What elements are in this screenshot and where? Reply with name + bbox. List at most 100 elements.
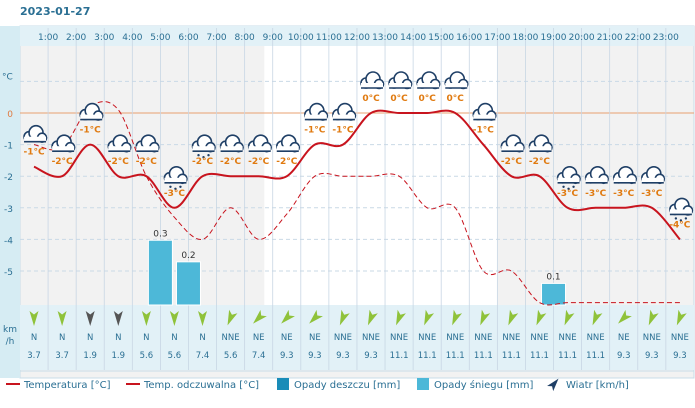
cloud-icon — [107, 134, 132, 153]
forecast-date: 2023-01-27 — [20, 5, 91, 18]
hour-label: 21:00 — [597, 33, 623, 43]
wind-direction: N — [59, 333, 65, 343]
wind-arrow-icon — [592, 309, 603, 326]
cloud-icon — [219, 134, 244, 153]
legend-snow-swatch — [417, 378, 429, 390]
wind-arrow-icon — [29, 311, 39, 326]
wind-direction: NNE — [643, 333, 661, 343]
wind-arrow-icon — [281, 309, 295, 324]
wind-speed: 9.3 — [645, 351, 659, 361]
temp-label: -2°C — [192, 157, 213, 167]
y-tick-label: -5 — [4, 268, 13, 278]
wind-arrow-icon — [113, 311, 123, 326]
wind-direction: N — [31, 333, 37, 343]
hour-label: 22:00 — [625, 33, 651, 43]
cloud-snow-icon — [191, 134, 216, 159]
snow-bar — [541, 282, 567, 306]
wind-speed: 11.1 — [446, 351, 465, 361]
temp-label: -1°C — [332, 126, 353, 136]
y-tick-label: 0 — [7, 110, 13, 120]
wind-arrow-icon — [648, 309, 659, 326]
wind-arrow-icon — [198, 311, 207, 326]
wind-speed: 9.3 — [673, 351, 687, 361]
cloud-icon — [584, 166, 609, 185]
temp-label: 0°C — [390, 94, 408, 104]
temp-label: -2°C — [501, 157, 522, 167]
hour-label: 19:00 — [541, 33, 567, 43]
wind-arrow-icon — [676, 309, 687, 326]
hour-label: 6:00 — [178, 33, 198, 43]
wind-direction: NNE — [474, 333, 492, 343]
wind-direction: NNE — [530, 333, 548, 343]
wind-direction: NE — [309, 333, 321, 343]
wind-arrow-icon — [253, 309, 267, 324]
wind-speed: 1.9 — [83, 351, 97, 361]
wind-speed: 11.1 — [586, 351, 605, 361]
temp-label: -1°C — [304, 126, 325, 136]
hour-label: 13:00 — [372, 33, 398, 43]
y-unit-label: °C — [2, 72, 13, 82]
cloud-icon — [51, 134, 76, 153]
wind-direction: NNE — [559, 333, 577, 343]
cloud-snow-icon — [669, 197, 694, 222]
cloud-icon — [528, 134, 553, 153]
wind-direction: NNE — [334, 333, 352, 343]
wind-unit-label: /h — [6, 337, 15, 347]
wind-arrow-icon — [227, 309, 238, 326]
legend-rain-swatch — [277, 378, 289, 390]
legend-rain: Opady deszczu [mm] — [294, 380, 400, 391]
temp-label: 0°C — [447, 94, 465, 104]
wind-speed: 9.3 — [617, 351, 631, 361]
wind-direction: NE — [253, 333, 265, 343]
wind-speed: 11.1 — [530, 351, 549, 361]
temp-label: -3°C — [557, 189, 578, 199]
cloud-icon — [416, 71, 441, 90]
wind-arrow-icon — [309, 309, 323, 324]
cloud-icon — [304, 102, 329, 121]
wind-arrow-icon — [396, 309, 406, 326]
wind-arrow-icon — [57, 311, 67, 326]
wind-direction: N — [199, 333, 205, 343]
wind-speed: 11.1 — [418, 351, 437, 361]
cloud-icon — [444, 71, 469, 90]
hour-label: 8:00 — [235, 33, 255, 43]
cloud-icon — [79, 102, 104, 121]
wind-speed: 11.1 — [558, 351, 577, 361]
cloud-icon — [612, 166, 638, 185]
wind-axis-band — [0, 305, 20, 370]
cloud-icon — [332, 102, 357, 121]
hour-label: 18:00 — [512, 33, 538, 43]
hour-label: 1:00 — [38, 33, 58, 43]
wind-speed: 3.7 — [55, 351, 69, 361]
cloud-icon — [135, 134, 160, 153]
y-tick-label: -3 — [4, 205, 13, 215]
snow-bar — [147, 239, 173, 306]
wind-arrow-icon — [424, 309, 435, 326]
wind-speed: 5.6 — [168, 351, 182, 361]
legend-snow: Opady śniegu [mm] — [434, 379, 534, 391]
cloud-icon — [388, 71, 413, 90]
cloud-icon — [275, 134, 301, 153]
snow-bar-label: 0.3 — [153, 229, 167, 239]
temp-label: -4°C — [669, 220, 690, 230]
cloud-icon — [472, 102, 497, 121]
wind-direction: NNE — [587, 333, 605, 343]
wind-direction: NNE — [671, 333, 689, 343]
y-tick-label: -1 — [4, 142, 13, 152]
hour-label: 5:00 — [150, 33, 170, 43]
cloud-snow-icon — [163, 166, 188, 190]
wind-direction: NNE — [222, 333, 240, 343]
hour-label: 14:00 — [400, 33, 426, 43]
wind-arrow-icon — [536, 309, 547, 326]
wind-arrow-icon — [169, 311, 179, 326]
wind-speed: 7.4 — [252, 351, 266, 361]
hour-label: 2:00 — [66, 33, 86, 43]
wind-speed: 3.7 — [27, 351, 41, 361]
cloud-icon — [360, 71, 385, 90]
wind-arrow-icon — [618, 309, 632, 324]
wind-direction: N — [87, 333, 93, 343]
wind-speed: 11.1 — [474, 351, 493, 361]
cloud-icon — [500, 134, 525, 153]
daylight-region — [264, 46, 498, 305]
hour-label: 11:00 — [316, 33, 342, 43]
